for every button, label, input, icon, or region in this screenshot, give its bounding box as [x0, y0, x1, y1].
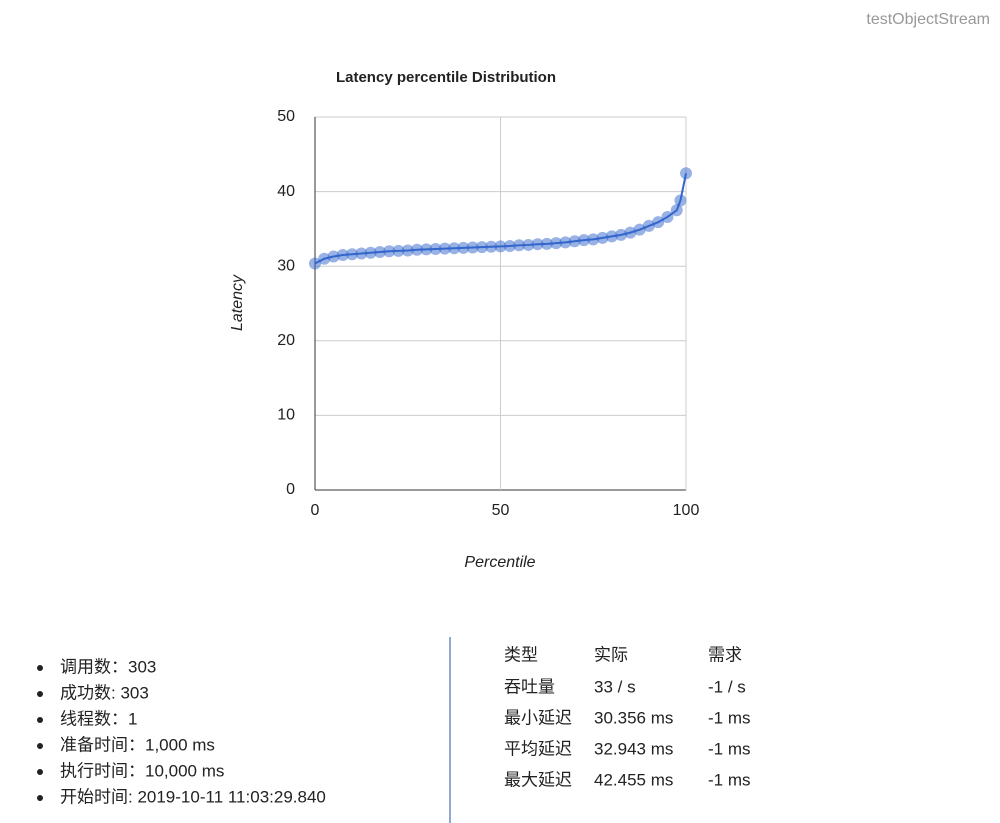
- table-cell: 吞吐量: [504, 677, 555, 696]
- x-tick-label: 100: [673, 502, 700, 519]
- summary-item: 执行时间：10,000 ms: [60, 761, 224, 780]
- point: [429, 243, 442, 256]
- point: [392, 244, 405, 257]
- bullet: [37, 717, 43, 723]
- x-tick-label: 0: [311, 502, 320, 519]
- summary-item: 调用数：303: [60, 657, 156, 676]
- table-header: 类型: [504, 645, 538, 664]
- point: [494, 240, 507, 253]
- point: [364, 246, 377, 259]
- point: [411, 243, 424, 256]
- bullet: [37, 691, 43, 697]
- point: [568, 235, 581, 248]
- point: [420, 243, 433, 256]
- plot: 0 10 20 30 40 50 0 50 100: [277, 108, 699, 519]
- x-axis-label: Percentile: [464, 554, 535, 571]
- table-cell: -1 ms: [708, 770, 751, 789]
- point: [531, 238, 544, 251]
- point: [642, 219, 655, 232]
- x-tick-label: 50: [492, 502, 510, 519]
- chart-title: Latency percentile Distribution: [336, 69, 556, 86]
- page-header: testObjectStream: [866, 11, 990, 28]
- y-tick-label: 30: [277, 257, 295, 274]
- bullet: [37, 795, 43, 801]
- point: [485, 240, 498, 253]
- point: [383, 245, 396, 258]
- y-tick-label: 40: [277, 183, 295, 200]
- table-cell: -1 ms: [708, 708, 751, 727]
- point: [503, 240, 516, 253]
- summary-item: 线程数：1: [60, 709, 137, 728]
- point: [670, 204, 683, 217]
- bullet: [37, 743, 43, 749]
- point: [674, 194, 687, 207]
- point: [346, 248, 359, 261]
- table-cell: 33 / s: [594, 677, 636, 696]
- point: [355, 247, 368, 260]
- point: [550, 237, 563, 250]
- point: [513, 239, 526, 252]
- summary-item: 准备时间：1,000 ms: [60, 735, 215, 754]
- table-cell: -1 ms: [708, 739, 751, 758]
- point: [615, 228, 628, 241]
- point: [559, 236, 572, 249]
- point: [633, 223, 646, 236]
- point: [596, 231, 609, 244]
- point: [309, 257, 321, 270]
- y-tick-label: 0: [286, 481, 295, 498]
- point: [401, 244, 414, 257]
- table-cell: 42.455 ms: [594, 770, 673, 789]
- table-header: 实际: [594, 645, 628, 664]
- y-axis-label: Latency: [229, 274, 246, 331]
- table-header: 需求: [708, 645, 742, 664]
- point: [577, 234, 590, 247]
- stats: 调用数：303 成功数: 303 线程数：1 准备时间：1,000 ms 执行时间：10…: [37, 645, 751, 806]
- y-tick-label: 20: [277, 332, 295, 349]
- point: [540, 237, 553, 250]
- bullet: [37, 769, 43, 775]
- point: [466, 241, 479, 254]
- point: [457, 241, 470, 254]
- table-cell: 最大延迟: [504, 770, 572, 789]
- table-cell: -1 / s: [708, 677, 746, 696]
- y-tick-label: 10: [277, 407, 295, 424]
- point: [624, 226, 637, 239]
- summary-item: 成功数: 303: [60, 683, 149, 702]
- table-cell: 30.356 ms: [594, 708, 673, 727]
- bullet: [37, 665, 43, 671]
- point: [605, 230, 618, 243]
- summary-item: 开始时间: 2019-10-11 11:03:29.840: [60, 787, 326, 806]
- point: [661, 210, 674, 223]
- y-tick-label: 50: [277, 108, 295, 125]
- table-cell: 平均延迟: [504, 739, 572, 758]
- point: [448, 242, 461, 255]
- point: [438, 242, 451, 255]
- point: [680, 167, 692, 180]
- point: [587, 233, 600, 246]
- table-cell: 32.943 ms: [594, 739, 673, 758]
- table-cell: 最小延迟: [504, 708, 572, 727]
- point: [318, 252, 331, 265]
- point: [373, 246, 386, 259]
- point: [652, 216, 665, 229]
- point: [475, 241, 488, 254]
- point: [336, 249, 349, 262]
- point: [327, 250, 340, 263]
- point: [522, 238, 535, 251]
